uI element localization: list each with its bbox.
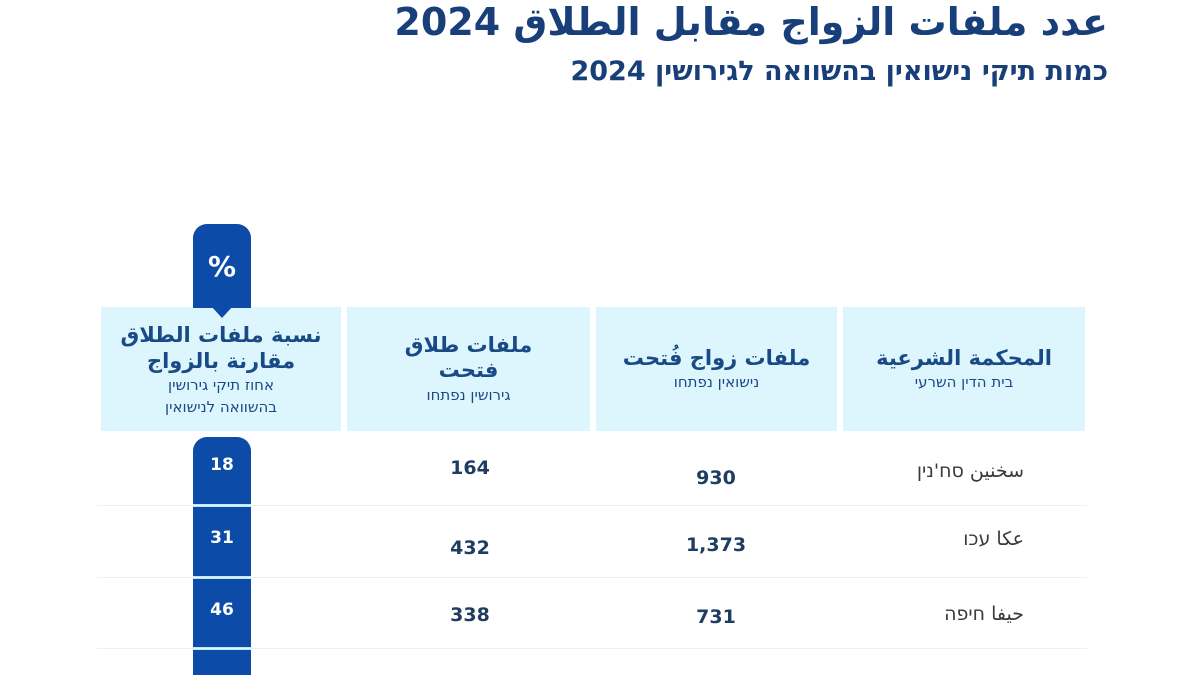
column-header-ratio-ar-2: مقارنة بالزواج xyxy=(146,348,296,373)
divorce-count: 338 xyxy=(450,604,490,626)
column-header-divorce-ar-2: فتحت xyxy=(438,358,499,383)
percent-badge: % xyxy=(193,224,251,308)
column-header-divorce: ملفات طلاق فتحت גירושין נפתחו xyxy=(347,307,590,431)
column-header-divorce-he: גירושין נפתחו xyxy=(426,386,511,405)
court-name: حيفا חיפה xyxy=(944,603,1024,625)
marriage-count: 731 xyxy=(696,606,736,628)
court-name: عكا עכו xyxy=(963,528,1024,550)
column-header-divorce-ar-1: ملفات طلاق xyxy=(404,332,533,357)
row-divider xyxy=(97,577,1087,578)
column-header-court-he: בית הדין השרעי xyxy=(914,373,1014,392)
column-header-marriage: ملفات زواج فُتحت נישואין נפתחו xyxy=(596,307,837,431)
column-header-ratio: نسبة ملفات الطلاق مقارنة بالزواج אחוז תי… xyxy=(101,307,341,431)
column-header-marriage-ar: ملفات زواج فُتحت xyxy=(622,345,811,370)
column-header-ratio-he-1: אחוז תיקי גירושין xyxy=(168,376,275,395)
ratio-value: 18 xyxy=(210,455,234,475)
divorce-count: 432 xyxy=(450,537,490,559)
ratio-bar-column xyxy=(193,437,251,675)
page-title: عدد ملفات الزواج مقابل الطلاق 2024 xyxy=(394,0,1108,44)
divorce-count: 164 xyxy=(450,457,490,479)
ratio-value: 46 xyxy=(210,600,234,620)
court-name: سخنين סח'נין xyxy=(916,460,1024,482)
ratio-value: 31 xyxy=(210,528,234,548)
row-divider xyxy=(97,648,1087,649)
column-header-court: المحكمة الشرعية בית הדין השרעי xyxy=(843,307,1085,431)
column-header-marriage-he: נישואין נפתחו xyxy=(673,373,760,392)
row-divider xyxy=(97,505,1087,506)
marriage-count: 930 xyxy=(696,467,736,489)
marriage-count: 1,373 xyxy=(685,534,747,556)
page-subtitle: כמות תיקי נישואין בהשוואה לגירושין 2024 xyxy=(570,56,1108,87)
percent-icon: % xyxy=(207,250,237,283)
badge-pointer xyxy=(211,306,233,318)
column-header-court-ar: المحكمة الشرعية xyxy=(876,345,1052,370)
column-header-ratio-ar-1: نسبة ملفات الطلاق xyxy=(120,323,322,348)
column-header-ratio-he-2: בהשוואה לנישואין xyxy=(165,397,277,416)
